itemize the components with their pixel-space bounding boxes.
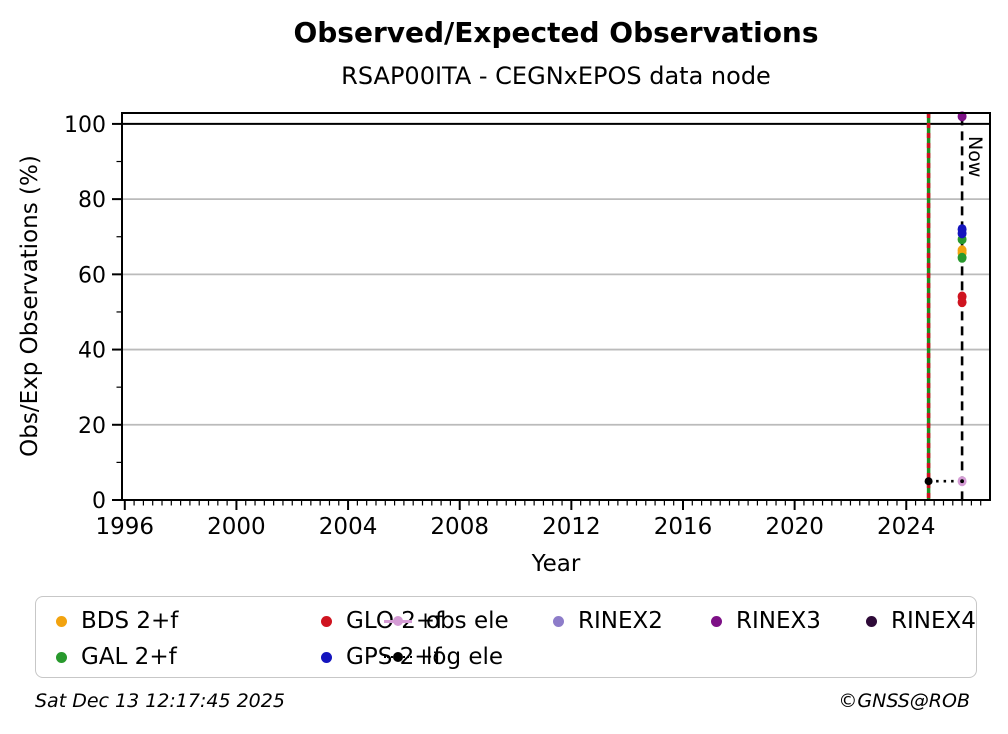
tick-label: 2004 bbox=[319, 514, 378, 540]
legend-label: RINEX2 bbox=[578, 608, 663, 634]
rinex2-marker-icon bbox=[553, 615, 564, 627]
bds-marker-icon bbox=[56, 615, 67, 627]
tick-label: 20 bbox=[78, 414, 106, 439]
legend-item-rinex2: RINEX2 bbox=[553, 607, 663, 635]
chart-title: Observed/Expected Observations bbox=[293, 16, 819, 49]
tick-label: 60 bbox=[78, 263, 106, 288]
legend-item-glo: GLO 2+f bbox=[321, 607, 443, 635]
y-axis-label: Obs/Exp Observations (%) bbox=[17, 155, 43, 457]
chart-canvas: 1996 2000 2004 2008 2012 2016 2020 2024 0 20 40 60 8… bbox=[64, 111, 991, 540]
data-point-glo-2-f bbox=[957, 297, 967, 308]
legend-label: RINEX4 bbox=[891, 608, 976, 634]
legend-label: BDS 2+f bbox=[81, 608, 179, 634]
data-point-gal-2-f bbox=[957, 252, 967, 263]
tick-label: 40 bbox=[78, 339, 106, 364]
tick-label: 2020 bbox=[765, 514, 824, 540]
legend: BDS 2+f GLO 2+f obs ele RINEX2 RINEX3 RI… bbox=[35, 596, 977, 678]
tick-label: 2000 bbox=[207, 514, 266, 540]
tick-label: 100 bbox=[64, 113, 106, 138]
tick-label: 2008 bbox=[430, 514, 489, 540]
legend-label: obs ele bbox=[426, 608, 509, 634]
rinex3-marker-icon bbox=[711, 615, 722, 627]
legend-label: log ele bbox=[426, 644, 504, 670]
legend-item-rinex3: RINEX3 bbox=[711, 607, 821, 635]
tick-label: 2024 bbox=[877, 514, 936, 540]
chart-subtitle: RSAP00ITA - CEGNxEPOS data node bbox=[341, 62, 771, 90]
axes-frame bbox=[121, 112, 991, 501]
tick-label: 1996 bbox=[96, 514, 155, 540]
gps-marker-icon bbox=[321, 651, 332, 663]
legend-item-rinex4: RINEX4 bbox=[866, 607, 976, 635]
copyright-label: ©GNSS@ROB bbox=[838, 690, 970, 712]
legend-item-gal: GAL 2+f bbox=[56, 643, 177, 671]
gal-marker-icon bbox=[56, 651, 67, 663]
legend-handle-dot bbox=[393, 652, 403, 662]
data-point-gps-2-f bbox=[957, 228, 967, 239]
rinex4-marker-icon bbox=[866, 615, 877, 627]
now-label: Now bbox=[964, 136, 986, 177]
log-ele-marker-icon bbox=[384, 651, 412, 663]
log-ele-end-marker bbox=[960, 479, 964, 484]
plot-timestamp: Sat Dec 13 12:17:45 2025 bbox=[35, 690, 285, 712]
legend-item-bds: BDS 2+f bbox=[56, 607, 178, 635]
log-ele-start-marker bbox=[924, 477, 933, 486]
legend-label: GAL 2+f bbox=[81, 644, 177, 670]
x-axis-label: Year bbox=[531, 551, 581, 577]
tick-label: 2012 bbox=[542, 514, 601, 540]
legend-handle-dot bbox=[393, 616, 403, 626]
glo-marker-icon bbox=[321, 615, 332, 627]
legend-item-obs-ele: obs ele bbox=[384, 607, 509, 635]
legend-item-log-ele: log ele bbox=[384, 643, 503, 671]
tick-label: 0 bbox=[92, 489, 106, 514]
tick-label: 2016 bbox=[654, 514, 713, 540]
tick-label: 80 bbox=[78, 188, 106, 213]
obs-ele-marker-icon bbox=[384, 615, 412, 627]
legend-label: RINEX3 bbox=[736, 608, 821, 634]
